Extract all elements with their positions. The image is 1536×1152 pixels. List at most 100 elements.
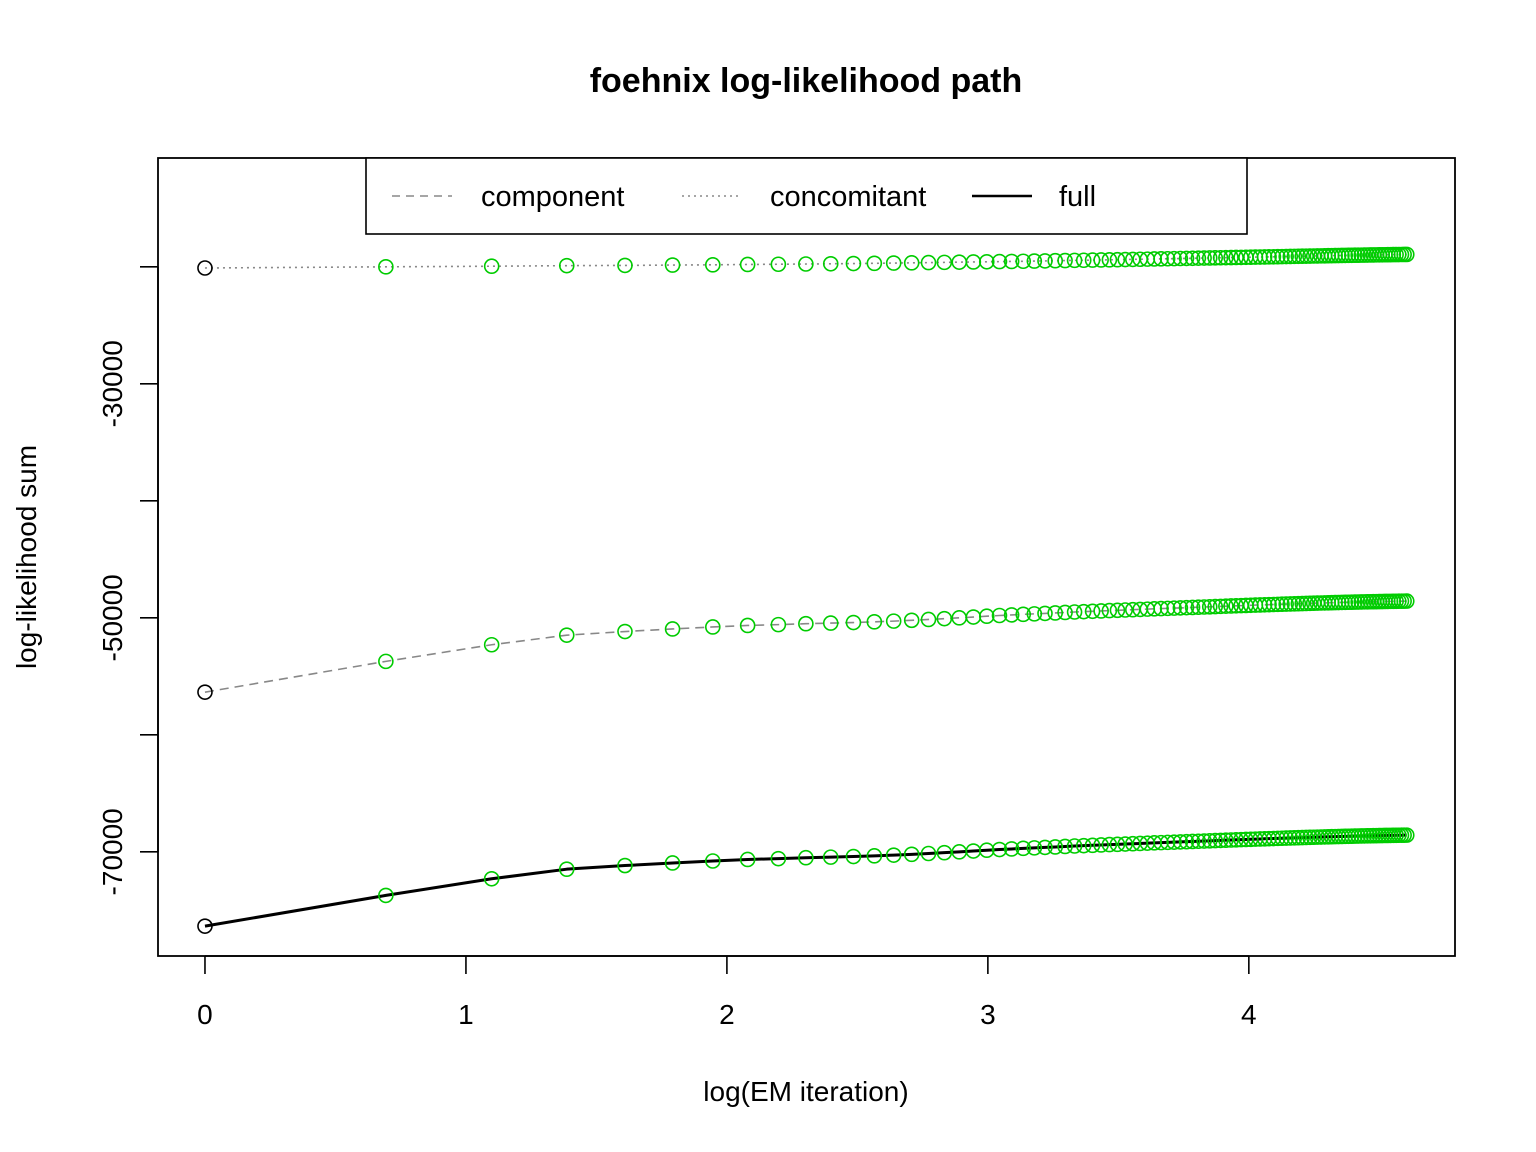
point-full xyxy=(1196,833,1212,849)
point-component xyxy=(1298,595,1314,612)
point-full xyxy=(1207,832,1224,849)
point-component xyxy=(978,608,995,625)
point-full xyxy=(798,849,814,866)
point-concomitant xyxy=(483,258,500,275)
point-concomitant xyxy=(1269,248,1286,265)
point-concomitant xyxy=(951,254,968,270)
point-concomitant xyxy=(1026,253,1043,269)
point-concomitant xyxy=(704,257,721,273)
point-concomitant xyxy=(1286,248,1303,265)
point-full xyxy=(1166,834,1182,850)
point-full xyxy=(1172,834,1189,850)
point-concomitant xyxy=(1294,248,1311,265)
point-component xyxy=(1172,600,1189,616)
point-component xyxy=(1037,605,1053,622)
point-full xyxy=(1223,832,1239,848)
point-concomitant xyxy=(1172,250,1189,267)
series-line-full xyxy=(204,833,1407,928)
point-full xyxy=(1178,833,1195,850)
point-full xyxy=(1026,840,1043,856)
point-component xyxy=(1265,596,1282,613)
point-concomitant xyxy=(1066,252,1083,269)
point-concomitant xyxy=(1184,250,1201,267)
point-concomitant xyxy=(920,254,937,271)
point-concomitant xyxy=(1265,248,1282,265)
point-concomitant xyxy=(1190,250,1207,266)
point-full xyxy=(1398,827,1415,843)
point-concomitant xyxy=(1256,249,1273,265)
point-full xyxy=(1075,837,1092,854)
point-concomitant xyxy=(1212,249,1229,266)
point-concomitant xyxy=(1166,250,1182,267)
point-full xyxy=(1212,832,1229,849)
point-component xyxy=(1015,606,1032,623)
point-component xyxy=(1117,602,1134,618)
point-full xyxy=(991,841,1008,858)
point-component xyxy=(1196,599,1212,615)
point-concomitant xyxy=(1201,250,1218,266)
y-axis: -70000 -50000 -30000 xyxy=(97,266,159,895)
point-full xyxy=(1159,834,1176,851)
point-full xyxy=(1101,836,1118,853)
point-concomitant xyxy=(991,253,1008,270)
point-component xyxy=(1398,593,1415,609)
point-full xyxy=(1109,836,1126,853)
point-component xyxy=(885,613,902,629)
point-full xyxy=(1269,830,1286,847)
point-full xyxy=(617,857,633,874)
point-component xyxy=(1159,600,1176,617)
point-component xyxy=(991,607,1008,624)
y-tick-label: -50000 xyxy=(97,574,128,661)
point-component xyxy=(1190,599,1207,616)
point-full xyxy=(1037,839,1053,856)
point-concomitant xyxy=(1218,249,1234,266)
legend-label-component: component xyxy=(481,181,625,213)
point-component xyxy=(770,616,787,633)
point-full xyxy=(920,845,937,862)
point-component xyxy=(558,627,575,643)
point-full xyxy=(1294,829,1311,846)
point-concomitant xyxy=(1298,248,1314,264)
y-tick-label: -30000 xyxy=(97,340,128,427)
point-full xyxy=(1278,830,1294,846)
marker-layer xyxy=(197,246,1415,934)
point-concomitant xyxy=(1047,252,1064,269)
point-component xyxy=(1282,596,1299,612)
point-concomitant xyxy=(1290,248,1307,265)
point-concomitant xyxy=(1109,251,1126,268)
point-full xyxy=(866,848,883,864)
point-component xyxy=(1153,600,1169,617)
point-full xyxy=(1298,829,1314,846)
point-concomitant xyxy=(1282,248,1299,265)
point-concomitant xyxy=(822,255,839,272)
point-concomitant xyxy=(845,255,862,272)
point-component xyxy=(1026,606,1043,622)
point-component xyxy=(920,611,937,628)
point-full xyxy=(378,887,394,904)
point-component xyxy=(822,615,839,631)
point-component xyxy=(1101,602,1118,619)
point-concomitant xyxy=(1101,252,1118,268)
point-full xyxy=(1256,830,1273,847)
legend-label-concomitant: concomitant xyxy=(770,181,926,213)
point-concomitant xyxy=(770,256,787,273)
point-component xyxy=(483,636,500,653)
point-full xyxy=(822,849,839,865)
point-concomitant xyxy=(558,257,575,274)
point-concomitant xyxy=(1003,253,1020,270)
point-concomitant xyxy=(1037,253,1053,269)
point-concomitant xyxy=(1261,249,1277,265)
point-full xyxy=(1184,833,1201,850)
point-concomitant xyxy=(1278,248,1294,265)
point-component xyxy=(936,610,953,627)
point-concomitant xyxy=(1117,251,1134,268)
plot-frame xyxy=(157,157,1456,957)
point-full xyxy=(1084,837,1101,854)
point-component xyxy=(378,653,394,670)
point-concomitant xyxy=(866,255,883,272)
point-full xyxy=(1265,830,1282,847)
chart-title: foehnix log-likelihood path xyxy=(590,62,1023,100)
point-component xyxy=(1178,599,1195,616)
point-full xyxy=(1282,830,1299,846)
